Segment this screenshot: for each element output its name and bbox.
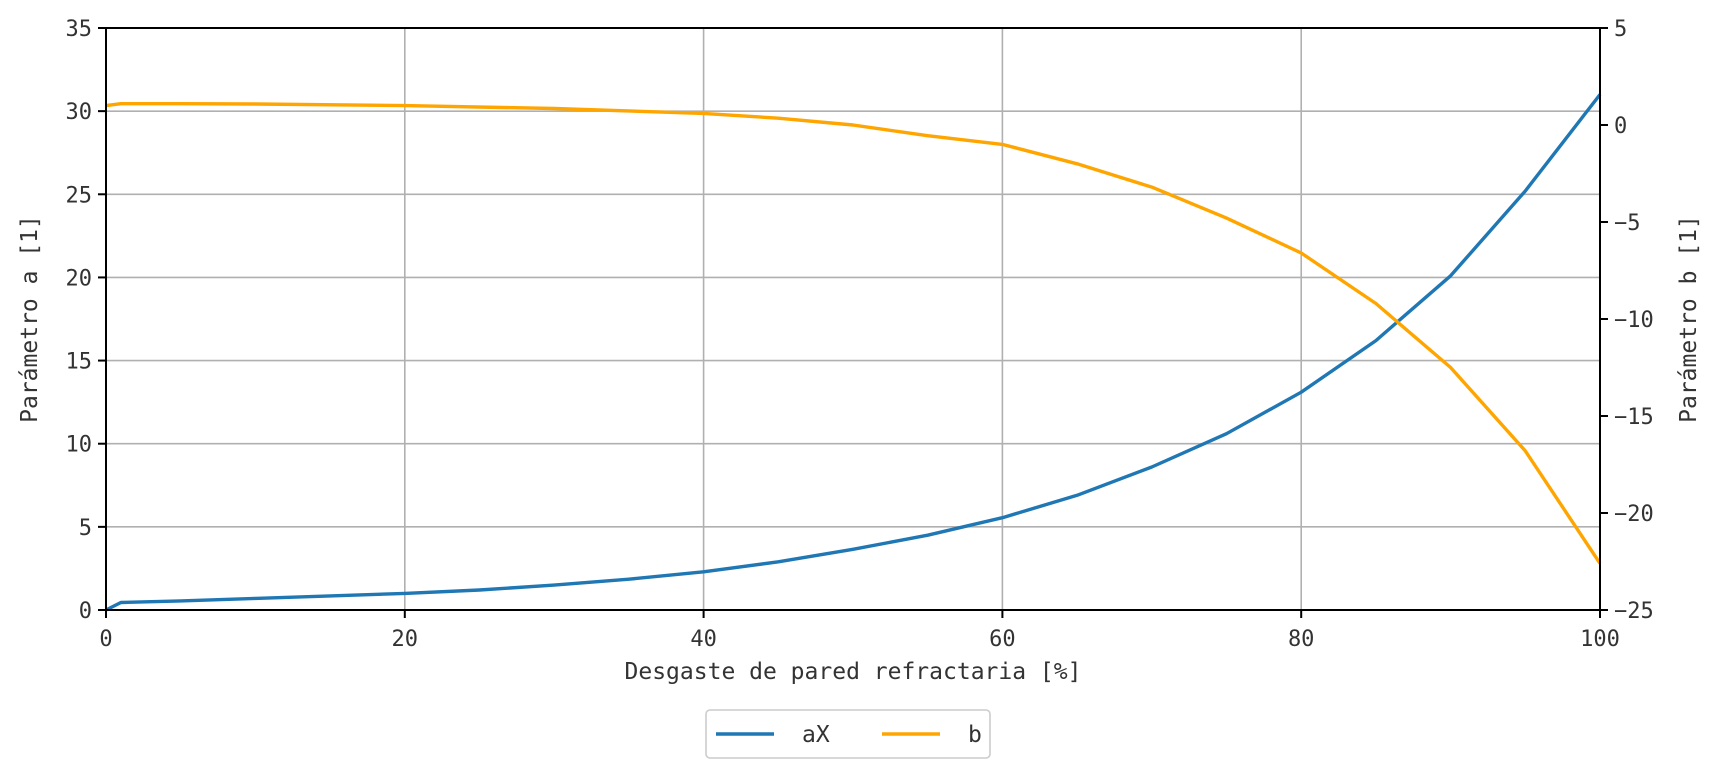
legend-box: [705, 709, 991, 759]
x-tick-label: 80: [1288, 627, 1315, 652]
left-y-tick-label: 30: [66, 100, 93, 125]
x-tick-label: 100: [1580, 627, 1620, 652]
left-y-tick-label: 5: [79, 516, 92, 541]
legend-label-b: b: [968, 722, 982, 748]
left-y-tick-label: 15: [66, 350, 93, 375]
right-y-tick-label: −10: [1614, 308, 1654, 333]
left-y-tick-label: 25: [66, 183, 93, 208]
legend: aX b: [705, 709, 991, 759]
left-y-tick-label: 35: [66, 17, 93, 42]
grid: [105, 27, 1601, 611]
right-y-tick-label: −20: [1614, 502, 1654, 527]
right-y-axis-title: Parámetro b [1]: [1676, 215, 1702, 423]
x-tick-label: 40: [690, 627, 717, 652]
plot-frame: [105, 27, 1601, 611]
right-y-tick-label: −5: [1614, 211, 1641, 236]
right-y-tick-label: 0: [1614, 114, 1627, 139]
right-y-tick-label: −25: [1614, 599, 1654, 624]
series-layer: [105, 93, 1602, 612]
left-y-axis-title: Parámetro a [1]: [17, 215, 43, 423]
left-y-tick-label: 0: [79, 599, 92, 624]
legend-label-ax: aX: [802, 722, 830, 748]
x-axis-title: Desgaste de pared refractaria [%]: [625, 659, 1082, 685]
right-y-tick-label: 5: [1614, 17, 1627, 42]
left-y-tick-label: 10: [66, 433, 93, 458]
series-line-ax: [105, 93, 1602, 612]
x-tick-label: 20: [392, 627, 419, 652]
left-y-tick-label: 20: [66, 266, 93, 291]
right-y-axis: −25 −20 −15 −10 −5 0 5: [1600, 17, 1654, 624]
series-line-b: [105, 101, 1602, 565]
left-y-axis: 0 5 10 15 20 25 30 35: [66, 17, 106, 624]
x-axis: 0 20 40 60 80 100: [99, 610, 1620, 652]
x-tick-label: 60: [989, 627, 1016, 652]
x-tick-label: 0: [99, 627, 112, 652]
right-y-tick-label: −15: [1614, 405, 1654, 430]
